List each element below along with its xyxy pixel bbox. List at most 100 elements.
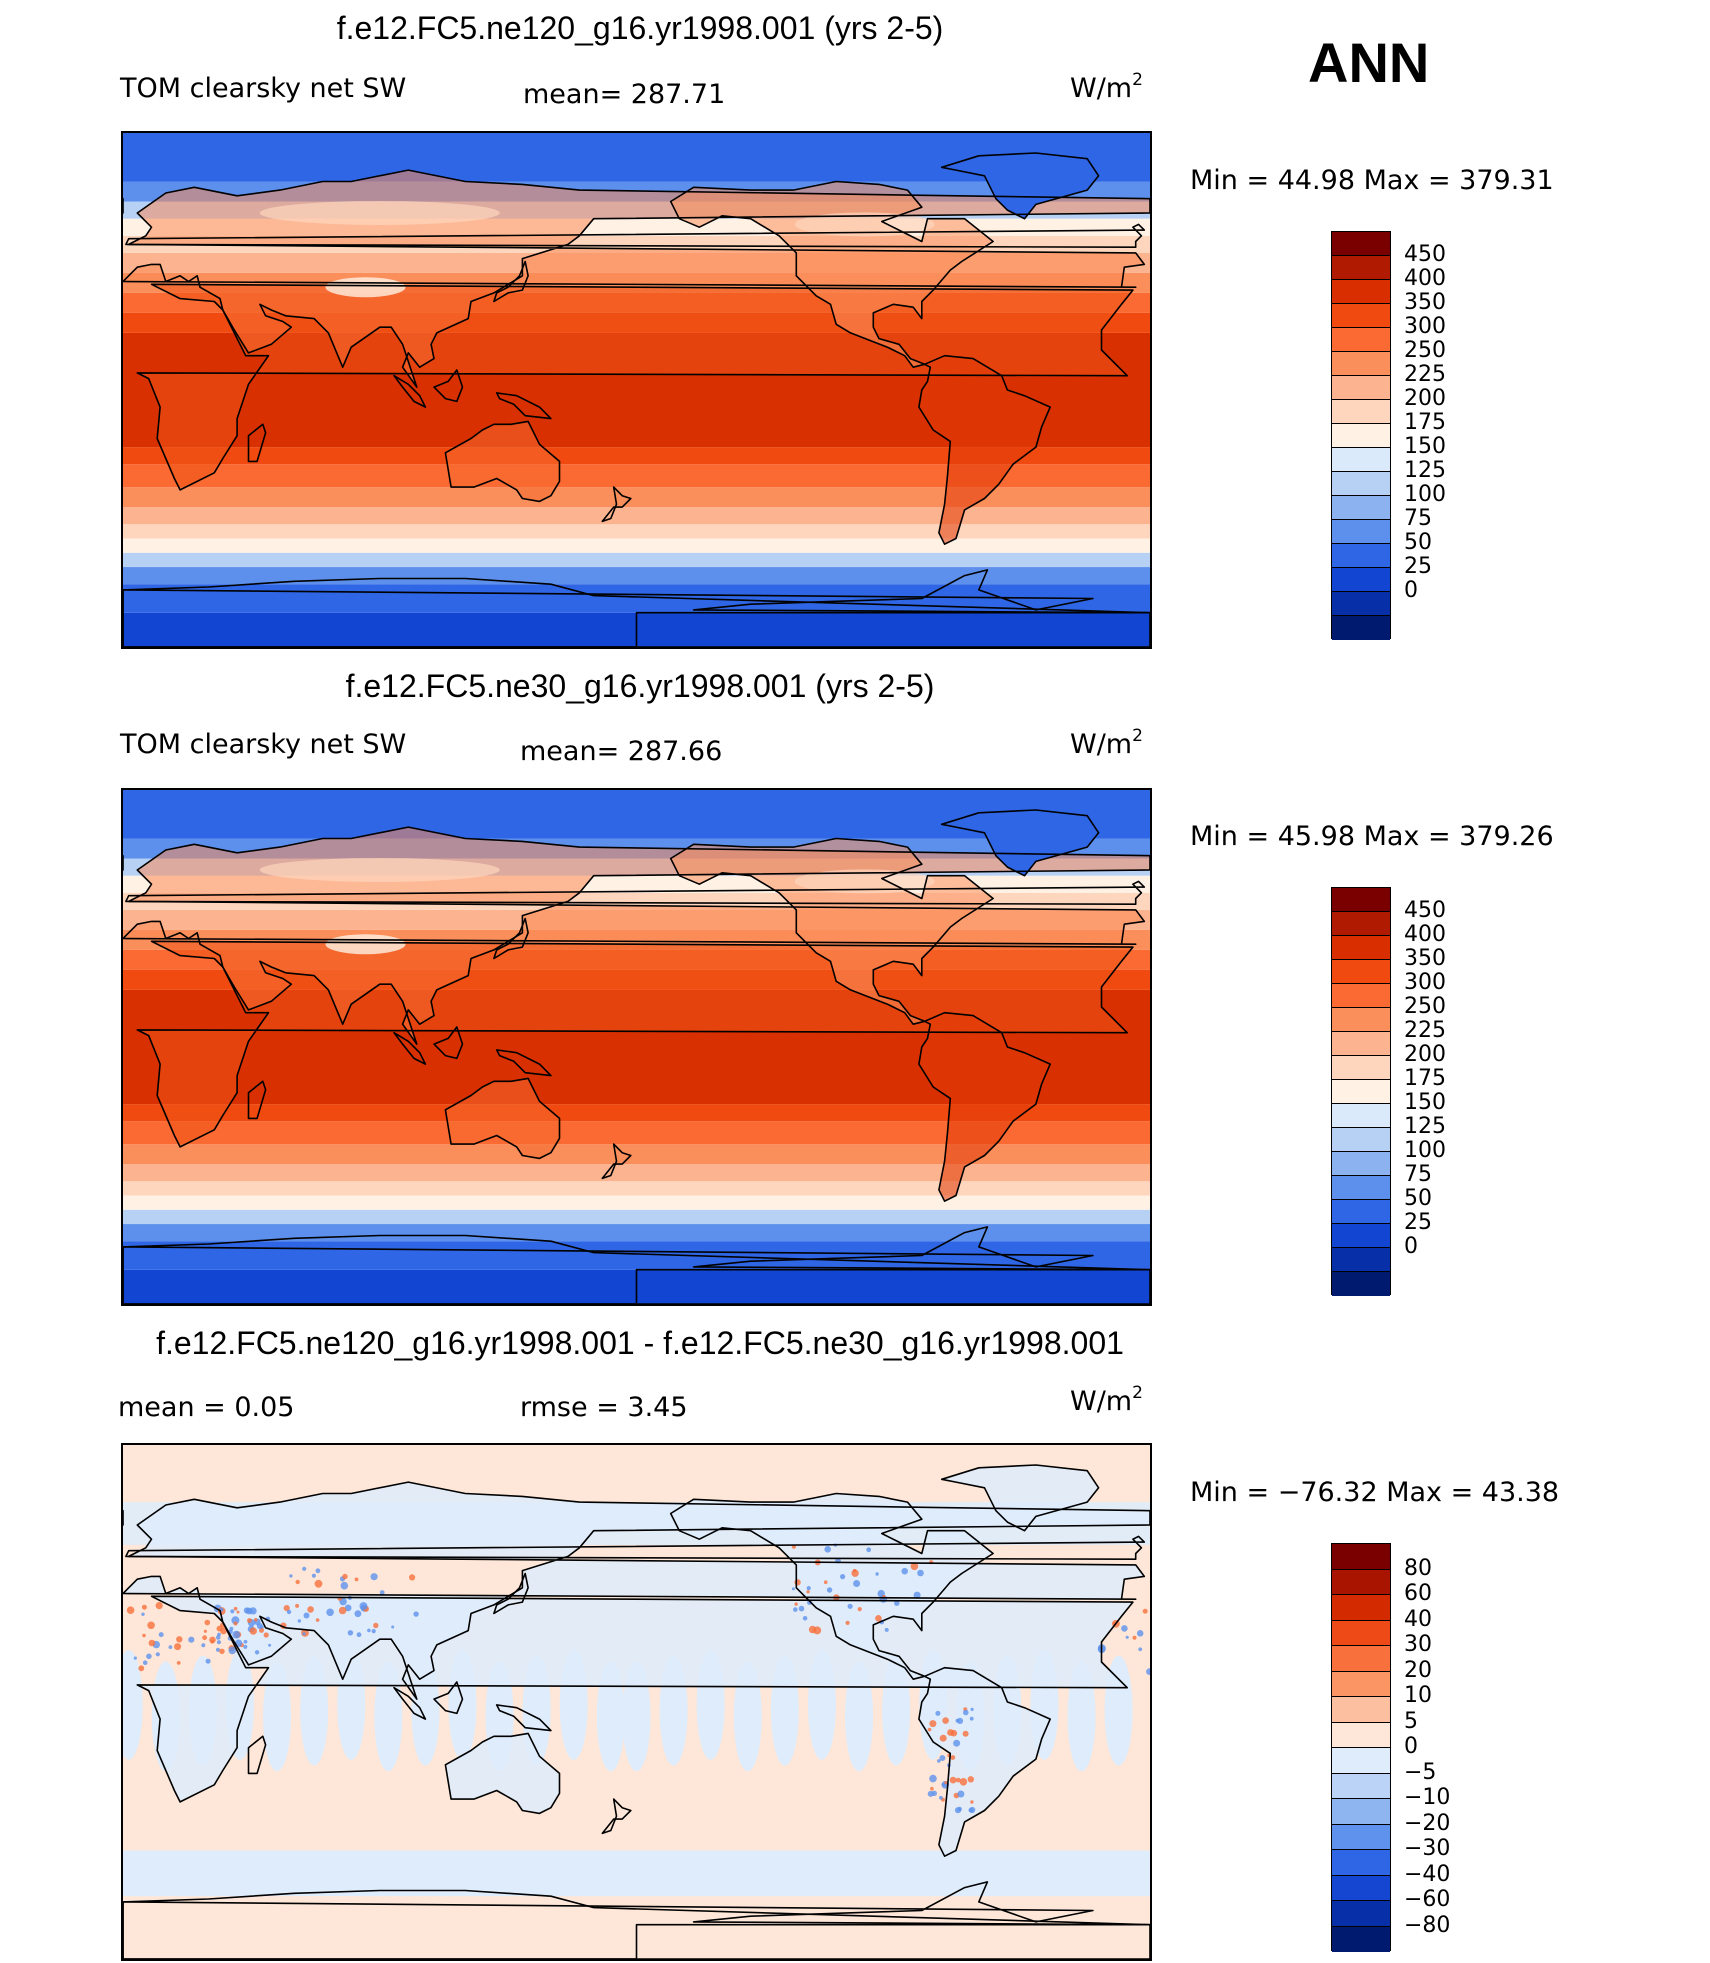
colorbar-tick-label: 125 (1404, 458, 1446, 483)
contour-speckle (371, 1629, 376, 1634)
colorbar-tick-label: −20 (1404, 1810, 1451, 1836)
coastline (433, 1681, 464, 1715)
colorbar-tick-label: 30 (1404, 1632, 1432, 1657)
colorbar-box (1332, 984, 1390, 1008)
contour-speckle (347, 1630, 354, 1636)
colorbar-box (1332, 1875, 1390, 1901)
contour-speckle (232, 1630, 241, 1639)
contour-patch (845, 1661, 874, 1772)
contour-speckle (942, 1717, 949, 1724)
contour-speckle (340, 1581, 349, 1590)
contour-speckle (969, 1806, 976, 1814)
contour-speckle (806, 1586, 811, 1591)
colorbar-box (1332, 1032, 1390, 1056)
contour-speckle (950, 1729, 958, 1737)
colorbar-box (1332, 1671, 1390, 1697)
contour-speckle (884, 1627, 889, 1632)
contour-patch (733, 1661, 762, 1772)
contour-speckle (929, 1720, 937, 1728)
colorbar-box (1332, 1569, 1390, 1595)
land-shading (918, 355, 1051, 545)
contour-patch (622, 1661, 651, 1772)
contour-band (123, 507, 1150, 525)
colorbar-tick-label: 0 (1404, 1234, 1418, 1259)
colorbar-box (1332, 1128, 1390, 1152)
contour-speckle (409, 1574, 416, 1581)
colorbar-tick-label: 60 (1404, 1581, 1432, 1606)
contour-speckle (253, 1618, 258, 1622)
coastline (444, 420, 561, 503)
coastline (493, 1572, 529, 1615)
coastline (444, 1732, 561, 1815)
colorbar-tick-label: 25 (1404, 554, 1432, 579)
colorbar-box (1332, 1152, 1390, 1176)
contour-speckle (176, 1661, 181, 1665)
contour-patch (123, 1649, 143, 1760)
contour-speckle (216, 1625, 223, 1632)
colorbar-box (1332, 496, 1390, 520)
coastline (123, 826, 1150, 1045)
coastline (433, 369, 464, 403)
contour-speckle (141, 1612, 145, 1616)
contour-speckle (955, 1777, 961, 1783)
panel-2-min-max: Min = 45.98 Max = 379.26 (1190, 821, 1554, 852)
contour-speckle (243, 1639, 248, 1644)
coastline (940, 809, 1100, 877)
colorbar-box (1332, 1248, 1390, 1272)
contour-speckle (950, 1755, 956, 1760)
contour-speckle (263, 1632, 269, 1638)
colorbar-box (1332, 1176, 1390, 1200)
panel-2-title: f.e12.FC5.ne30_g16.yr1998.001 (yrs 2-5) (345, 668, 935, 704)
contour-speckle (794, 1579, 801, 1586)
coastline (136, 283, 1134, 491)
contour-speckle (295, 1579, 300, 1585)
colorbar-box (1332, 520, 1390, 544)
contour-speckle (229, 1626, 234, 1631)
contour-speckle (259, 1627, 264, 1633)
coastline (433, 1026, 464, 1060)
colorbar-box (1332, 424, 1390, 448)
contour-speckle (243, 1644, 248, 1649)
colorbar-box (1332, 888, 1390, 912)
colorbar-tick-label: 200 (1404, 1042, 1446, 1067)
contour-speckle (155, 1602, 163, 1610)
coastline (601, 1798, 632, 1835)
contour-speckle (930, 1786, 934, 1791)
contour-speckle (126, 1606, 135, 1614)
coastline (247, 1735, 267, 1775)
land-shading (137, 941, 1133, 1147)
contour-speckle (230, 1609, 235, 1614)
panel-2-units: W/m2 (1070, 726, 1143, 761)
colorbar-tick-label: 225 (1404, 1018, 1446, 1043)
panel-2-colorbar (1331, 887, 1391, 1296)
contour-speckle (233, 1606, 238, 1611)
contour-speckle (949, 1776, 957, 1784)
contour-speckle (1146, 1668, 1150, 1675)
season-label: ANN (1308, 31, 1430, 94)
contour-speckle (203, 1629, 207, 1633)
colorbar-tick-label: −60 (1404, 1887, 1451, 1912)
colorbar-tick-label: 225 (1404, 362, 1446, 387)
colorbar-box (1332, 1272, 1390, 1296)
contour-speckle (962, 1730, 969, 1737)
colorbar-tick-label: 400 (1404, 266, 1446, 291)
contour-speckle (326, 1608, 334, 1617)
contour-speckle (297, 1619, 301, 1623)
contour-speckle (791, 1587, 795, 1591)
contour-speckle (268, 1643, 272, 1647)
colorbar-tick-label: 125 (1404, 1114, 1446, 1139)
contour-band (123, 1144, 1150, 1165)
contour-speckle (939, 1795, 943, 1800)
panel-2-map (121, 788, 1152, 1306)
contour-speckle (927, 1727, 932, 1732)
contour-speckle (142, 1660, 148, 1665)
contour-speckle (970, 1707, 974, 1711)
contour-speckle (315, 1618, 320, 1622)
contour-speckle (283, 1605, 290, 1612)
coastline (940, 152, 1100, 220)
land-shading (445, 1733, 560, 1814)
contour-speckle (228, 1646, 237, 1655)
colorbar-tick-label: −10 (1404, 1785, 1451, 1810)
contour-speckle (370, 1573, 378, 1581)
contour-speckle (176, 1636, 183, 1643)
